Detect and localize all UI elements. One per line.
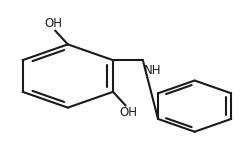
Text: OH: OH — [44, 17, 62, 30]
Text: NH: NH — [144, 64, 162, 77]
Text: OH: OH — [119, 106, 137, 119]
